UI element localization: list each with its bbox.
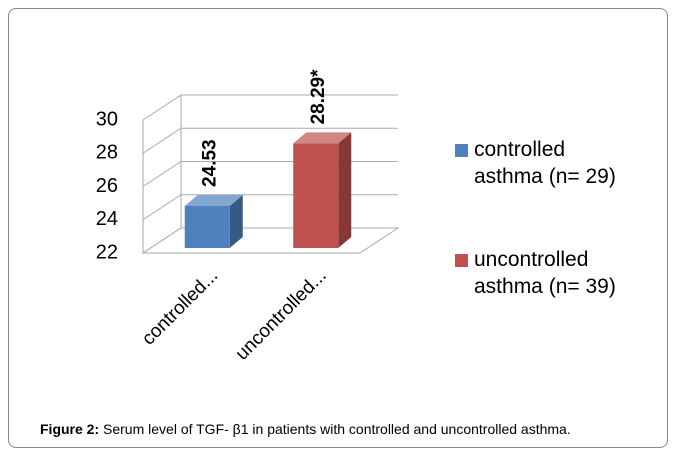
legend-label: uncontrolled asthma (n= 39) bbox=[474, 248, 616, 298]
bar-top bbox=[293, 132, 352, 144]
value-label: 24.53 bbox=[199, 139, 220, 187]
y-tick-label: 26 bbox=[96, 175, 118, 197]
x-tick-label: uncontrolled... bbox=[232, 265, 331, 364]
legend-swatch bbox=[455, 254, 468, 267]
y-tick-label: 22 bbox=[96, 241, 118, 263]
figure-frame bbox=[8, 8, 668, 448]
x-tick-label: controlled... bbox=[138, 265, 222, 349]
bar-top bbox=[184, 194, 243, 206]
bar-side bbox=[338, 132, 352, 248]
bar-side bbox=[229, 194, 243, 248]
caption-label: Figure 2: bbox=[40, 421, 100, 437]
caption-text: Serum level of TGF- β1 in patients with … bbox=[103, 421, 571, 437]
caption: Figure 2: Serum level of TGF- β1 in pati… bbox=[40, 421, 660, 438]
grid-line bbox=[142, 127, 398, 154]
grid-line bbox=[142, 227, 398, 254]
legend-swatch bbox=[455, 144, 468, 157]
value-label: 28.29* bbox=[308, 69, 329, 125]
y-tick-label: 28 bbox=[96, 142, 118, 164]
y-tick-label: 30 bbox=[96, 108, 118, 130]
bar bbox=[184, 205, 230, 248]
legend-label: controlled asthma (n= 29) bbox=[474, 138, 616, 188]
floor bbox=[141, 227, 400, 254]
grid-line bbox=[142, 94, 398, 121]
bar bbox=[293, 143, 339, 248]
y-tick-label: 24 bbox=[96, 208, 118, 230]
